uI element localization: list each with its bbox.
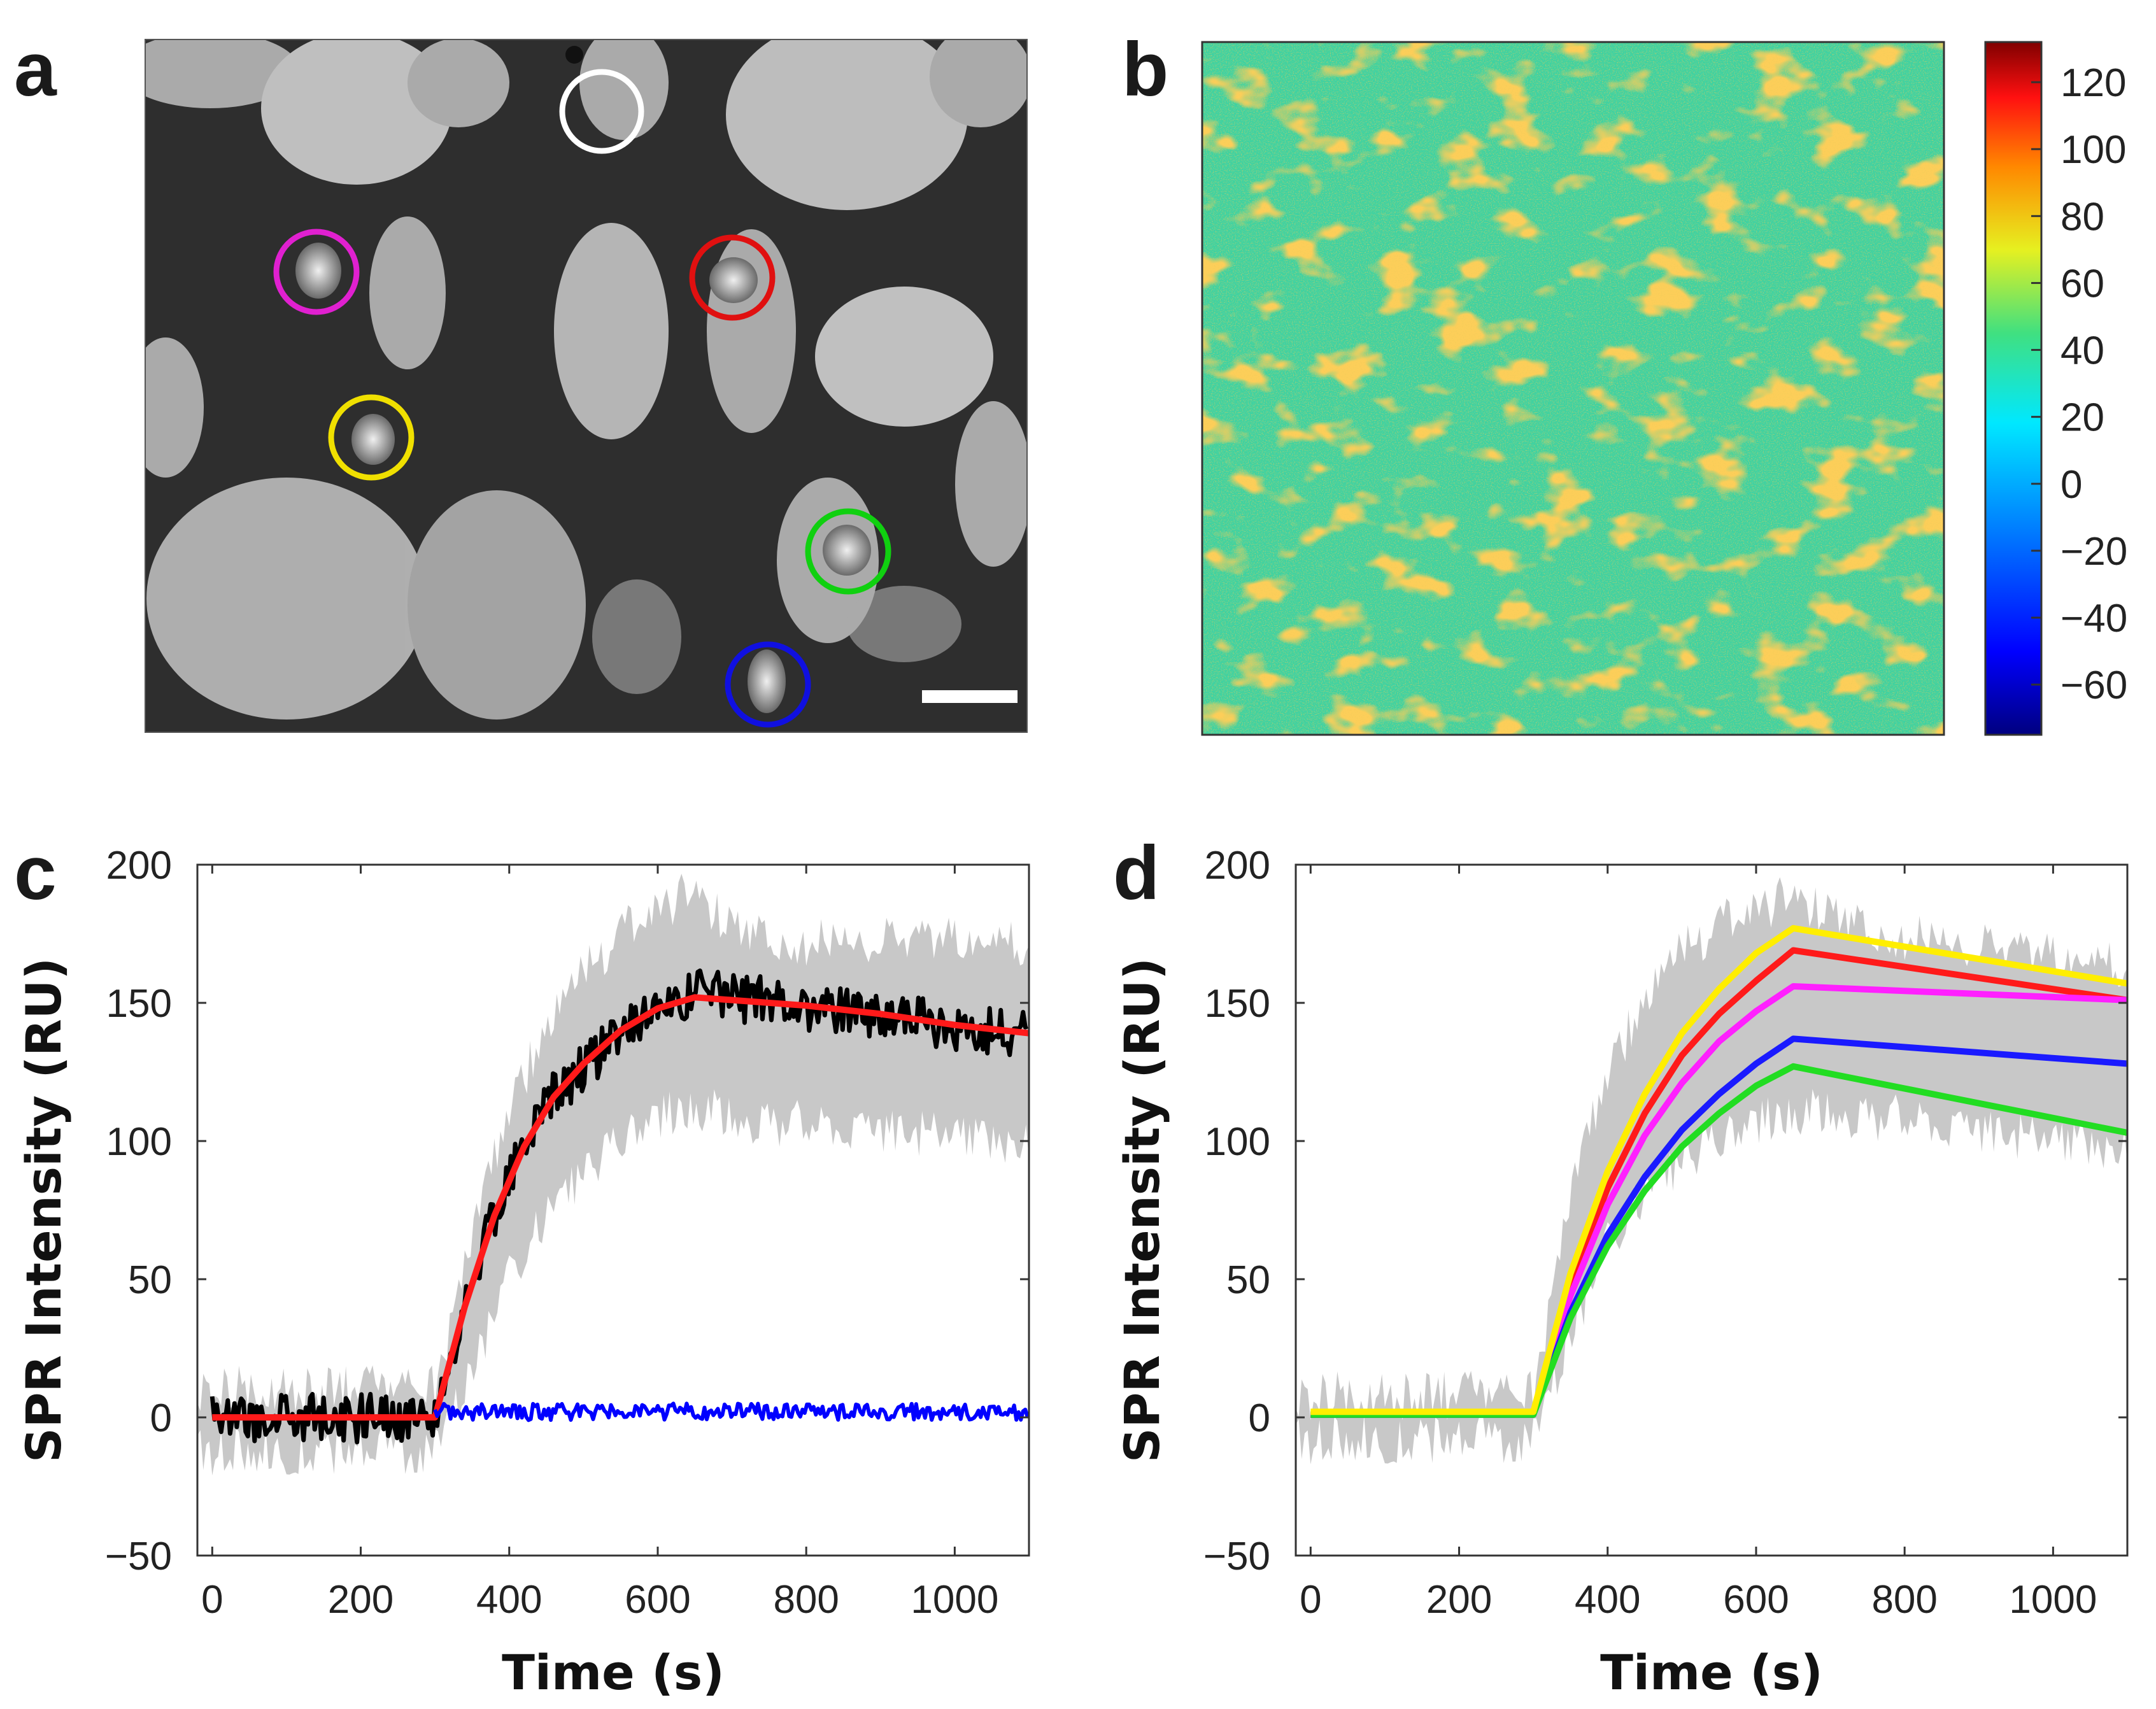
chart-d: −50 0 50 100 150 200 0 200 400 600 800 1000 Time (s)… [1114, 844, 2129, 1701]
y-tick-label: 200 [106, 844, 172, 888]
y-tick-label: 0 [1249, 1396, 1270, 1440]
y-tick-label: 50 [128, 1258, 172, 1302]
x-tick-label: 600 [625, 1578, 690, 1622]
colorbar-tick-label: −60 [2060, 663, 2127, 707]
y-tick-label: 200 [1205, 844, 1270, 888]
microscopy-image [145, 39, 1027, 732]
y-tick-label: 0 [150, 1396, 172, 1440]
chart-c: −50 0 50 100 150 200 0 200 400 600 800 1000 Time (s)… [15, 844, 1030, 1701]
x-tick-label: 400 [476, 1578, 542, 1622]
plot-frame [196, 863, 1030, 1557]
colorbar-ticks: 120 100 80 60 40 20 0 −20 −40 −60 [2031, 61, 2127, 707]
y-tick-label: 100 [106, 1120, 172, 1164]
roi-magenta-circle [273, 229, 360, 315]
y-axis-title: SPR Intensity (RU) [1114, 958, 1170, 1463]
x-tick-label: 1000 [2009, 1578, 2097, 1622]
y-tick-label: 100 [1205, 1120, 1270, 1164]
colorbar-tick-label: 120 [2060, 61, 2126, 105]
colorbar-tick-label: 0 [2060, 463, 2082, 507]
colorbar-tick-label: 100 [2060, 128, 2126, 172]
colorbar [1984, 41, 2043, 736]
x-tick-label: 200 [328, 1578, 394, 1622]
y-tick-label: 150 [1205, 982, 1270, 1026]
roi-white-circle [559, 69, 644, 154]
roi-green-circle [805, 508, 891, 595]
colorbar-tick-label: 80 [2060, 195, 2104, 239]
x-tick-label: 800 [1871, 1578, 1937, 1622]
series-green-line [1310, 1063, 2127, 1418]
panel-label-c: c [14, 830, 57, 916]
plot-area [1296, 877, 2127, 1464]
roi-circles [273, 69, 891, 728]
x-tick-label: 0 [1300, 1578, 1321, 1622]
y-axis-title: SPR Intensity (RU) [15, 958, 72, 1463]
colorbar-tick-label: 20 [2060, 396, 2104, 440]
roi-yellow-circle [328, 394, 415, 481]
y-tick-label: 50 [1226, 1258, 1270, 1302]
plot-area [197, 874, 1029, 1476]
series-reference-line [433, 1401, 1029, 1422]
roi-red-circle [689, 234, 776, 321]
series-fit-line [212, 994, 1029, 1421]
colorbar-tick-label: 60 [2060, 262, 2104, 306]
panel-label-d: d [1113, 830, 1160, 916]
panel-label-b: b [1122, 27, 1168, 112]
panel-label-a: a [14, 27, 57, 112]
x-tick-label: 0 [201, 1578, 223, 1622]
roi-blue-circle [725, 641, 811, 728]
y-tick-label: 150 [106, 982, 172, 1026]
y-tick-label: −50 [105, 1535, 172, 1578]
image-frame [145, 39, 1028, 733]
plot-frame [1294, 863, 2129, 1557]
colorbar-tick-label: 40 [2060, 329, 2104, 373]
spr-heatmap [1202, 42, 1944, 735]
series-yellow-line [1310, 925, 2127, 1415]
series-spread-band [197, 874, 1029, 1476]
y-tick-label: −50 [1203, 1535, 1270, 1578]
x-axis-title: Time (s) [502, 1644, 725, 1701]
x-tick-label: 200 [1426, 1578, 1492, 1622]
x-tick-label: 800 [773, 1578, 839, 1622]
colorbar-tick-label: −20 [2060, 530, 2127, 574]
colorbar-tick-label: −40 [2060, 597, 2127, 641]
scale-bar [922, 690, 1018, 703]
x-tick-label: 1000 [911, 1578, 998, 1622]
series-spread-band [1296, 877, 2127, 1464]
x-tick-label: 400 [1575, 1578, 1640, 1622]
x-axis-title: Time (s) [1600, 1644, 1823, 1701]
x-tick-label: 600 [1723, 1578, 1789, 1622]
